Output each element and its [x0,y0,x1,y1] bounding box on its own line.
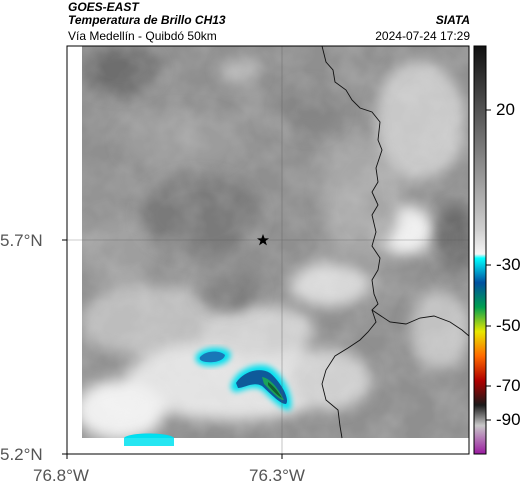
axis-ticks [62,239,283,459]
organization-label: SIATA [435,13,470,27]
lon-label-76-3: 76.3°W [249,466,305,485]
satellite-title: GOES-EAST [68,0,139,14]
star-icon [257,234,269,246]
map-border [66,45,470,455]
lat-label-5-7: 5.7°N [0,231,43,250]
satellite-image [67,46,469,454]
colorbar-label-minus50: -50 [496,316,521,335]
lon-label-76-8: 76.8°W [33,466,89,485]
region-subtitle: Vía Medellín - Quibdó 50km [68,29,217,43]
colorbar-label-20: 20 [496,100,515,119]
colorbar-label-minus90: -90 [496,410,521,429]
timestamp-label: 2024-07-24 17:29 [375,29,470,43]
administrative-borders [321,45,470,439]
colorbar-label-minus70: -70 [496,376,521,395]
colorbar-label-minus30: -30 [496,255,521,274]
lat-label-5-2: 5.2°N [0,445,43,464]
product-title: Temperatura de Brillo CH13 [68,13,226,27]
colorbar-ticks [486,109,491,421]
colorbar [473,45,487,455]
graticule [67,46,469,454]
